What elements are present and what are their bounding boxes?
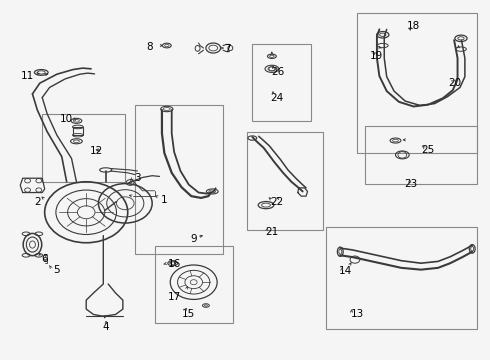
Text: 19: 19 xyxy=(370,51,384,61)
Text: 23: 23 xyxy=(405,179,418,189)
Bar xyxy=(252,44,311,121)
Bar xyxy=(135,105,223,253)
Text: 18: 18 xyxy=(407,21,420,31)
Bar xyxy=(365,126,477,184)
Bar xyxy=(357,13,477,153)
Text: 15: 15 xyxy=(182,310,196,319)
Text: 5: 5 xyxy=(53,265,60,275)
Bar xyxy=(42,114,125,182)
Text: 13: 13 xyxy=(351,310,364,319)
Text: 7: 7 xyxy=(224,44,231,54)
Text: 11: 11 xyxy=(21,71,34,81)
Text: 26: 26 xyxy=(271,67,285,77)
Text: 6: 6 xyxy=(41,254,48,264)
Bar xyxy=(155,246,233,323)
Text: 8: 8 xyxy=(147,42,153,51)
Text: 9: 9 xyxy=(191,234,197,244)
Text: 12: 12 xyxy=(89,146,102,156)
Text: 20: 20 xyxy=(448,78,462,88)
Text: 17: 17 xyxy=(168,292,181,302)
Text: 22: 22 xyxy=(270,197,283,207)
Text: 21: 21 xyxy=(265,227,278,237)
Text: 25: 25 xyxy=(421,144,435,154)
Text: 4: 4 xyxy=(102,322,109,332)
Text: 16: 16 xyxy=(168,259,181,269)
Text: 14: 14 xyxy=(339,266,352,276)
Text: 3: 3 xyxy=(134,173,141,183)
Text: 24: 24 xyxy=(270,93,283,103)
Bar xyxy=(247,132,323,230)
Text: 1: 1 xyxy=(161,195,168,205)
Text: 2: 2 xyxy=(34,197,41,207)
Text: 10: 10 xyxy=(60,114,73,124)
Bar xyxy=(326,226,477,329)
